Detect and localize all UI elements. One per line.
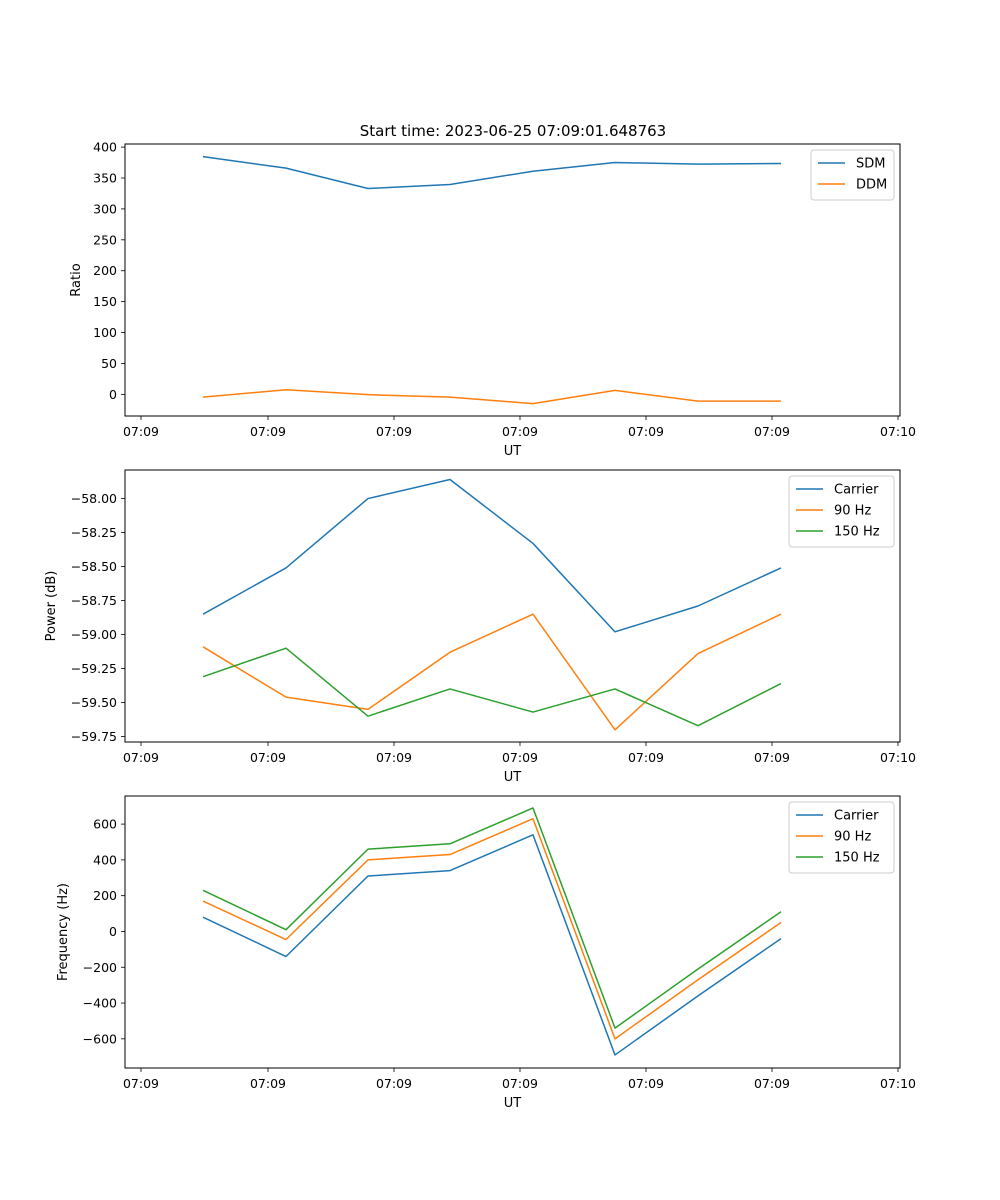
axes-frame — [124, 795, 901, 1069]
legend-label: 90 Hz — [834, 830, 871, 845]
legend-label: SDM — [856, 157, 885, 172]
x-tick-label: 07:09 — [754, 1076, 790, 1091]
y-tick-label: 300 — [93, 201, 117, 216]
x-tick-label: 07:09 — [628, 750, 664, 765]
series-line-150-hz — [202, 807, 782, 1029]
y-tick-label: 150 — [93, 294, 117, 309]
x-axis-label: UT — [504, 1096, 522, 1111]
series-line-90-hz — [202, 613, 782, 731]
y-tick-label: 400 — [93, 140, 117, 155]
series-line-ddm — [202, 388, 781, 405]
y-tick-label: −200 — [83, 960, 117, 975]
x-tick-label: 07:09 — [250, 1076, 286, 1091]
figure-title: Start time: 2023-06-25 07:09:01.648763 — [360, 122, 666, 140]
y-tick-label: 350 — [93, 171, 117, 186]
legend-label: 90 Hz — [834, 504, 871, 519]
y-tick-label: −59.75 — [71, 729, 117, 744]
x-tick-label: 07:10 — [880, 1076, 916, 1091]
series-line-carrier — [202, 478, 782, 633]
y-tick-label: 0 — [109, 387, 117, 402]
legend-label: Carrier — [834, 809, 879, 824]
y-tick-label: −58.50 — [71, 559, 117, 574]
x-tick-label: 07:09 — [376, 424, 412, 439]
y-tick-label: −58.75 — [71, 593, 117, 608]
y-tick-label: −58.25 — [71, 525, 117, 540]
legend-label: DDM — [856, 178, 887, 193]
y-axis-label: Power (dB) — [44, 571, 59, 642]
legend: Carrier 90 Hz 150 Hz — [788, 475, 895, 548]
x-tick-label: 07:10 — [880, 750, 916, 765]
y-tick-label: 50 — [101, 356, 117, 371]
x-tick-label: 07:09 — [376, 750, 412, 765]
chart-panel-1: 07:09 07:09 07:09 07:09 07:09 07:09 07:10 0 50 10… — [69, 140, 916, 459]
y-axis-label: Ratio — [69, 263, 84, 296]
legend: SDM DDM — [810, 149, 895, 201]
x-tick-label: 07:09 — [502, 424, 538, 439]
y-tick-label: 200 — [93, 888, 117, 903]
y-tick-label: −59.00 — [71, 627, 117, 642]
axes-frame — [124, 469, 901, 743]
x-tick-label: 07:09 — [376, 1076, 412, 1091]
x-tick-label: 07:09 — [250, 750, 286, 765]
y-tick-label: 0 — [109, 924, 117, 939]
x-axis-label: UT — [504, 770, 522, 785]
x-tick-label: 07:09 — [502, 750, 538, 765]
y-axis-label: Frequency (Hz) — [56, 883, 71, 981]
x-tick-label: 07:09 — [628, 1076, 664, 1091]
series-line-90-hz — [202, 817, 782, 1040]
x-tick-label: 07:09 — [123, 1076, 159, 1091]
axes-frame — [124, 143, 901, 417]
series-line-150-hz — [202, 647, 782, 727]
x-tick-label: 07:09 — [123, 750, 159, 765]
y-tick-label: −58.00 — [71, 491, 117, 506]
x-tick-label: 07:10 — [880, 424, 916, 439]
legend-label: 150 Hz — [834, 851, 880, 866]
x-tick-label: 07:09 — [250, 424, 286, 439]
legend-box — [788, 475, 895, 548]
y-tick-label: 600 — [93, 817, 117, 832]
series-line-carrier — [202, 834, 782, 1056]
y-tick-label: −600 — [83, 1031, 117, 1046]
y-tick-label: 200 — [93, 263, 117, 278]
x-tick-label: 07:09 — [754, 424, 790, 439]
series-line-sdm — [202, 155, 782, 190]
x-tick-label: 07:09 — [754, 750, 790, 765]
legend-label: Carrier — [834, 483, 879, 498]
x-axis-label: UT — [504, 444, 522, 459]
legend-label: 150 Hz — [834, 525, 880, 540]
y-tick-label: −59.50 — [71, 695, 117, 710]
y-tick-label: 250 — [93, 232, 117, 247]
legend: Carrier 90 Hz 150 Hz — [788, 801, 895, 874]
chart-panel-3: 07:09 07:09 07:09 07:09 07:09 07:09 07:10 −600 −… — [56, 795, 916, 1111]
y-tick-label: −59.25 — [71, 661, 117, 676]
legend-box — [788, 801, 895, 874]
chart-panel-2: 07:09 07:09 07:09 07:09 07:09 07:09 07:10 −59.7… — [44, 469, 916, 785]
y-tick-label: −400 — [83, 996, 117, 1011]
x-tick-label: 07:09 — [628, 424, 664, 439]
y-tick-label: 400 — [93, 852, 117, 867]
x-tick-label: 07:09 — [502, 1076, 538, 1091]
y-tick-label: 100 — [93, 325, 117, 340]
x-tick-label: 07:09 — [123, 424, 159, 439]
